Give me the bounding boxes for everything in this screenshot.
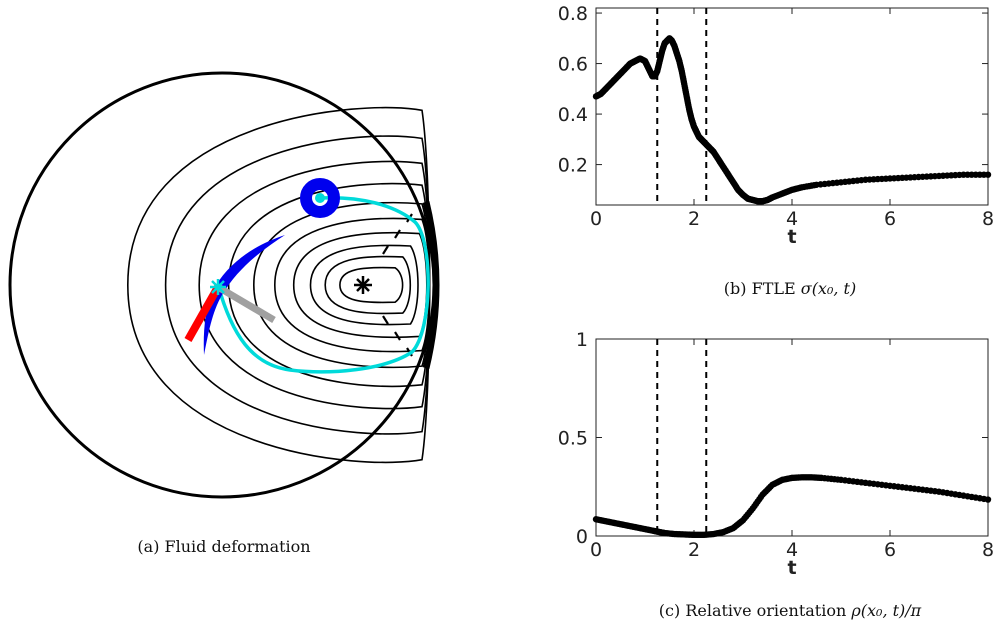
chart-b-caption: (b) FTLE σ(x₀, t) [724,279,856,298]
x-tick-label: 0 [590,539,602,561]
x-tick-label: 4 [786,208,798,230]
start-marker-icon [210,279,226,295]
contour-line [324,255,412,315]
initial-blob-center [315,193,325,203]
fluid-deformation-panel: (a) Fluid deformation [8,71,440,556]
x-tick-label: 2 [688,539,700,561]
y-tick-label: 0.8 [558,3,588,25]
y-tick-label: 0.4 [558,104,588,126]
streamline-contours [126,106,431,464]
contour-line [273,217,431,353]
data-point [984,496,992,503]
x-axis-label: t [787,557,796,579]
x-tick-label: 4 [786,539,798,561]
y-tick-label: 0 [576,526,588,548]
deformed-blob [203,235,285,355]
y-tick-label: 0.2 [558,155,588,177]
x-tick-label: 2 [688,208,700,230]
chart-c-caption: (c) Relative orientation ρ(x₀, t)/π [659,601,922,620]
y-tick-label: 0.6 [558,54,588,76]
dashed-section-marks [382,213,413,357]
x-tick-label: 6 [884,539,896,561]
x-axis-label: t [787,226,796,248]
y-tick-label: 1 [576,329,588,351]
y-tick-label: 0.5 [558,428,588,450]
contour-line [164,135,431,435]
panel-a-caption: (a) Fluid deformation [137,537,310,556]
red-orientation-segment [184,285,222,342]
contour-line [309,244,419,326]
contour-line [126,106,431,464]
x-tick-label: 8 [982,539,994,561]
orientation-chart: 0 2 4 6 8 0 0.5 1 t [558,329,994,579]
x-tick-label: 8 [982,208,994,230]
boundary-arc [422,201,440,369]
x-tick-label: 0 [590,208,602,230]
trajectory-curve [216,195,430,374]
contour-line [339,266,404,304]
initial-blob-ring [300,178,340,218]
x-tick-label: 6 [884,208,896,230]
grey-orientation-segment [216,283,276,324]
plot-frame [595,338,989,537]
data-point [984,171,992,178]
vortex-center-marker-icon [354,276,372,294]
ftle-chart: 0 2 4 6 8 0.2 0.4 0.6 0.8 t [558,3,994,248]
